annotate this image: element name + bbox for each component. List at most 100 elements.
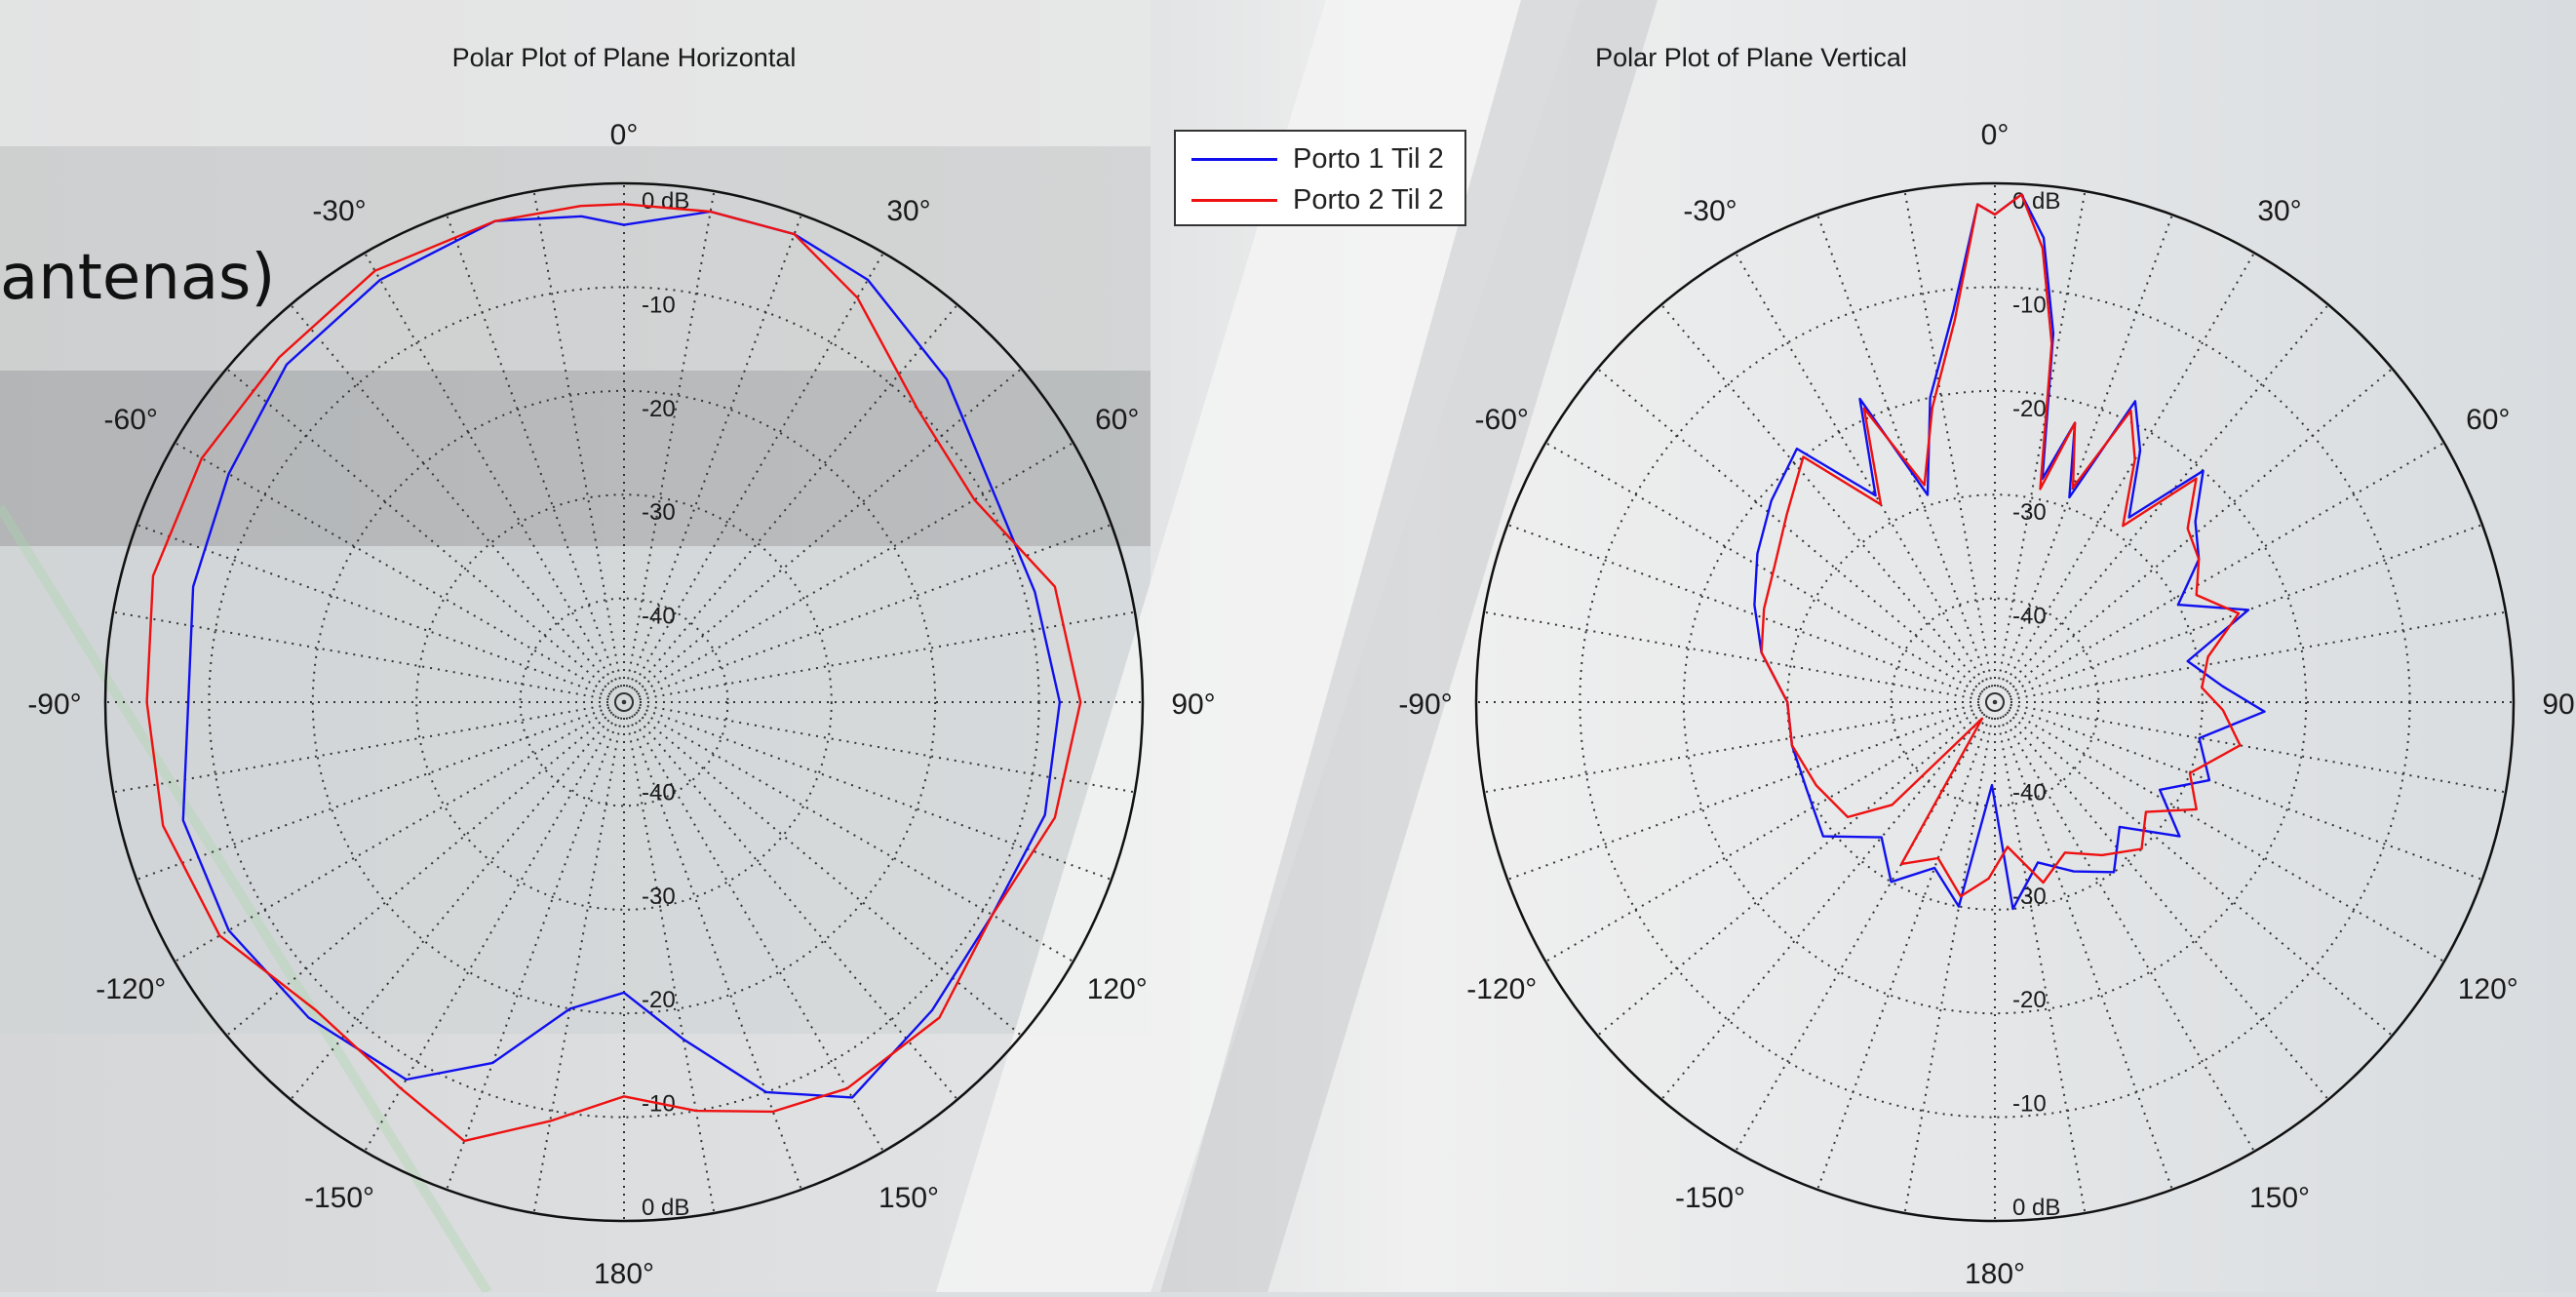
grid-spoke <box>1816 214 1996 703</box>
angle-tick-label: 30° <box>886 195 930 227</box>
radial-tick-label: -20 <box>642 987 676 1013</box>
grid-spoke <box>1596 368 1996 703</box>
grid-spoke <box>623 252 884 703</box>
outer-circle <box>1474 181 2516 1223</box>
grid-circle <box>311 389 937 1015</box>
grid-spoke <box>446 214 625 703</box>
angle-tick-label: -30° <box>312 195 366 227</box>
grid-spoke <box>1994 701 2329 1101</box>
angle-tick-label: 60° <box>2466 404 2510 436</box>
grid-circle <box>1786 493 2204 911</box>
angle-tick-label: 150° <box>2249 1182 2310 1214</box>
slide-text-fragment: antenas) <box>0 242 276 314</box>
radial-tick-label: 0 dB <box>2012 1195 2060 1221</box>
grid-spoke <box>112 701 625 794</box>
grid-circle <box>519 597 729 807</box>
radial-tick-label: -40 <box>642 779 676 806</box>
grid-spoke <box>623 214 802 703</box>
legend-swatch <box>1191 158 1277 161</box>
grid-spoke <box>623 524 1112 703</box>
grid-circle <box>1682 389 2308 1015</box>
radial-tick-label: -30 <box>2012 499 2047 526</box>
angle-tick-label: 0° <box>1981 119 2010 151</box>
grid-spoke <box>623 442 1074 703</box>
grid-spoke <box>532 190 625 703</box>
grid-spoke <box>1994 190 2087 703</box>
grid-spoke <box>174 701 625 963</box>
outer-circle <box>103 181 1145 1223</box>
grid-spoke <box>623 610 1136 703</box>
grid-spoke <box>1994 701 2255 1153</box>
grid-spoke <box>623 701 1136 794</box>
angle-tick-label: -90° <box>27 688 81 721</box>
polar-plot-horizontal: Polar Plot of Plane Horizontal 0° 30° 60° 9… <box>0 0 1248 1292</box>
grid-spoke <box>225 368 625 703</box>
grid-spoke <box>1994 252 2255 703</box>
grid-spoke <box>1994 701 2507 794</box>
grid-spoke <box>136 701 625 881</box>
legend-label: Porto 2 Til 2 <box>1293 184 1444 216</box>
grid-spoke <box>174 442 625 703</box>
grid-spoke <box>623 368 1023 703</box>
grid-spoke <box>1483 701 1996 794</box>
angle-tick-label: 120° <box>2458 973 2518 1005</box>
grid-spoke <box>1903 701 1996 1214</box>
grid-spoke <box>1994 701 2394 1037</box>
grid-spoke <box>364 252 625 703</box>
grid-spoke <box>364 701 625 1153</box>
angle-tick-label: -150° <box>1675 1182 1745 1214</box>
polar-chart-vertical-svg: 0° 30° 60° 90° 120° 150° 180° -150° -120° -90° -60… <box>1398 119 2576 1290</box>
legend-item: Porto 1 Til 2 <box>1176 139 1464 178</box>
radial-tick-label: 0 dB <box>642 1195 689 1221</box>
angle-tick-label: -120° <box>1466 973 1537 1005</box>
grid-spoke <box>1660 303 1996 703</box>
radial-tick-label: -30 <box>2012 884 2047 910</box>
legend-swatch <box>1191 199 1277 202</box>
grid-spoke <box>1994 701 2087 1214</box>
angle-tick-label: -90° <box>1398 688 1452 721</box>
radial-tick-label: -40 <box>2012 604 2047 630</box>
grid-spoke <box>225 701 625 1037</box>
grid-spoke <box>1506 524 1996 703</box>
angle-tick-label: 150° <box>878 1182 939 1214</box>
radial-tick-label: -40 <box>642 604 676 630</box>
angle-tick-label: 120° <box>1087 973 1148 1005</box>
grid-spoke <box>623 701 716 1214</box>
angle-tick-label: -150° <box>304 1182 374 1214</box>
angle-tick-label: -60° <box>1475 404 1529 436</box>
grid-spoke <box>1903 190 1996 703</box>
grid-spoke <box>1994 701 2173 1191</box>
angle-tick-label: 90° <box>2542 688 2576 721</box>
polar-plot-vertical: Polar Plot of Plane Vertical 0° 30° 60° 90°… <box>1328 0 2576 1292</box>
grid-spoke <box>290 701 625 1101</box>
radial-tick-label: -20 <box>642 396 676 422</box>
radial-tick-label: -20 <box>2012 396 2047 422</box>
polar-chart-horizontal-svg: 0° 30° 60° 90° 120° 150° 180° -150° -120° -90° -60… <box>27 119 1215 1290</box>
angle-tick-label: 180° <box>1965 1258 2025 1290</box>
angle-tick-label: 30° <box>2257 195 2301 227</box>
grid-circle <box>415 493 833 911</box>
grid-spoke <box>1994 214 2173 703</box>
grid-spoke <box>623 701 884 1153</box>
grid-spoke <box>623 701 1023 1037</box>
radial-tick-label: 0 dB <box>642 188 689 215</box>
grid-spoke <box>1735 701 1996 1153</box>
radial-tick-label: -10 <box>2012 292 2047 318</box>
grid-spoke <box>1735 252 1996 703</box>
radial-tick-label: -20 <box>2012 987 2047 1013</box>
grid-spoke <box>623 701 802 1191</box>
grid-spoke <box>623 303 958 703</box>
grid-spoke <box>1994 610 2507 703</box>
angle-tick-label: 90° <box>1171 688 1215 721</box>
grid-circle <box>1890 597 2100 807</box>
grid-spoke <box>112 610 625 703</box>
chart-title: Polar Plot of Plane Vertical <box>1595 43 1907 72</box>
grid-spoke <box>1994 368 2394 703</box>
angle-tick-label: 180° <box>594 1258 654 1290</box>
grid-spoke <box>623 190 716 703</box>
chart-legend: Porto 1 Til 2 Porto 2 Til 2 <box>1174 130 1466 226</box>
series-line <box>1753 193 2266 911</box>
grid-spoke <box>446 701 625 1191</box>
chart-title: Polar Plot of Plane Horizontal <box>451 43 797 72</box>
grid-spoke <box>623 701 1074 963</box>
